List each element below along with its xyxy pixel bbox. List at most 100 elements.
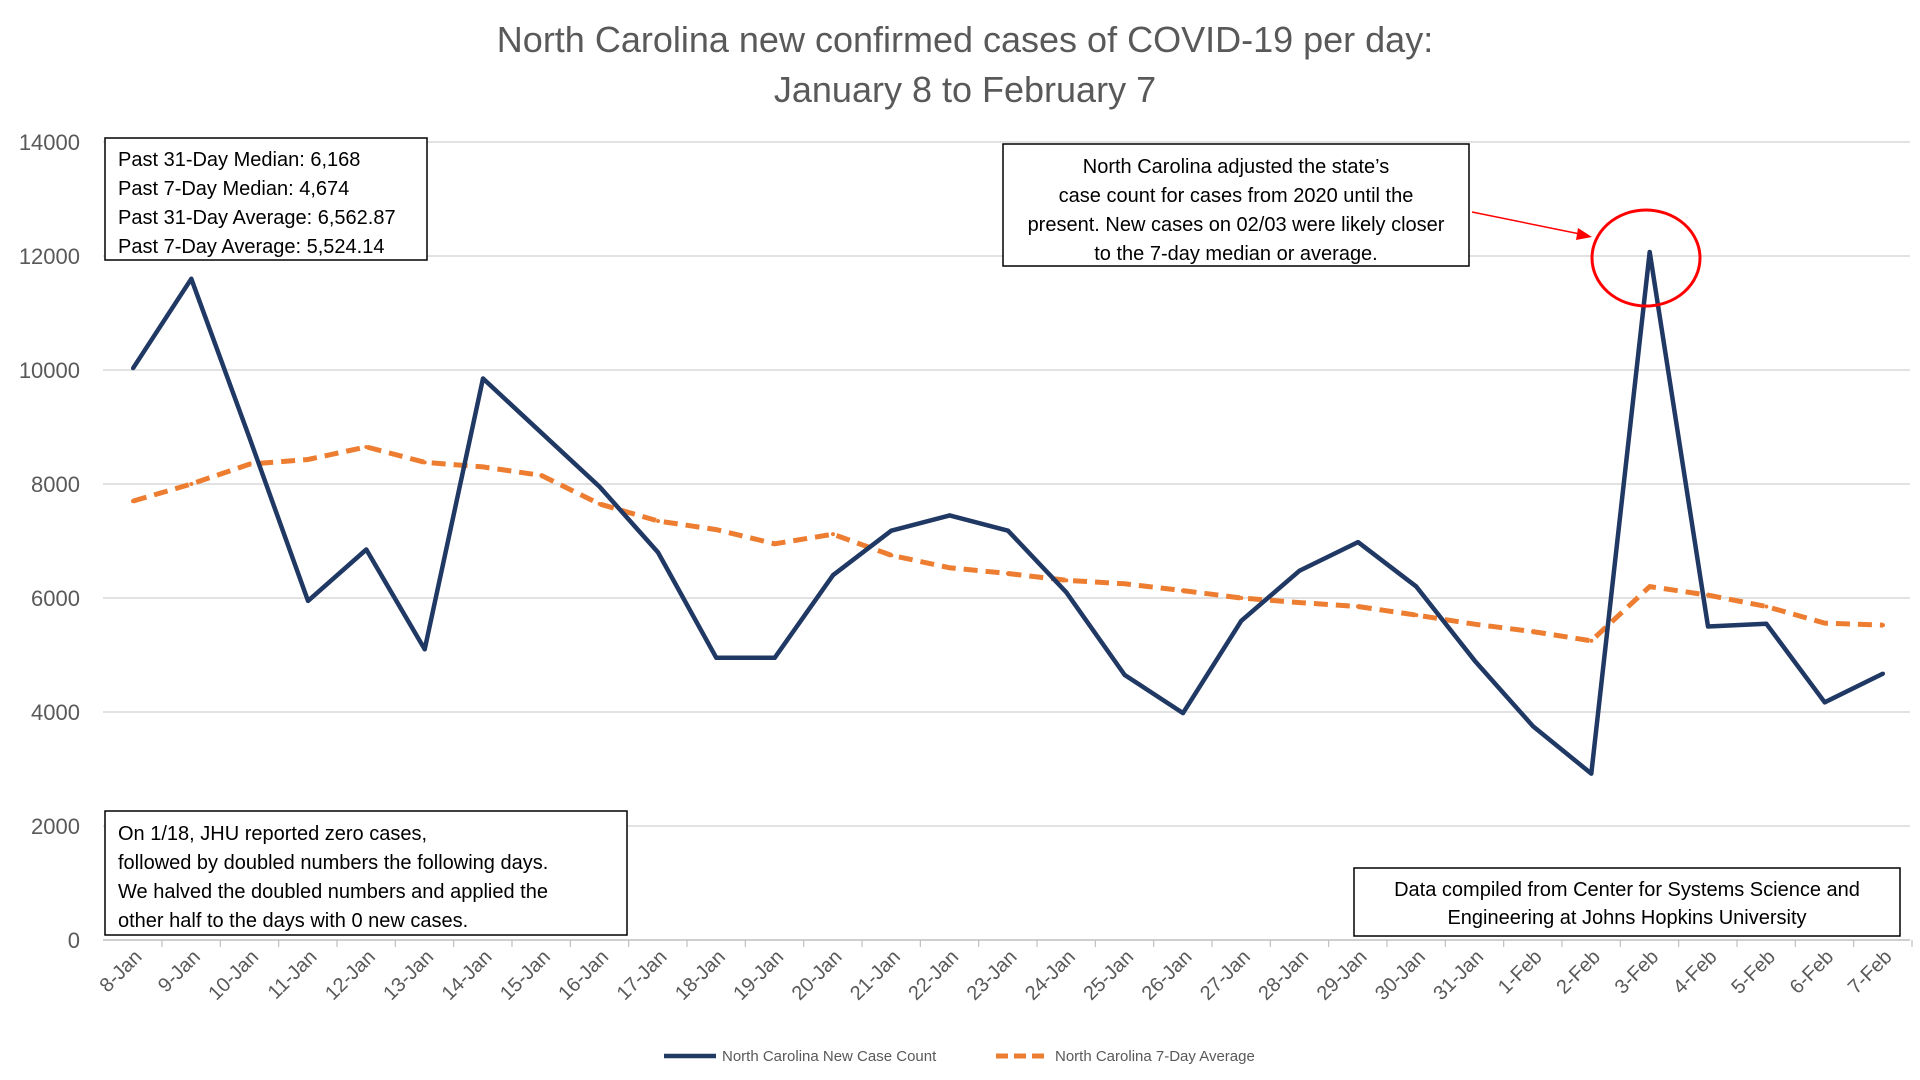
point-new-case-count <box>1122 672 1127 677</box>
jhu-note-box: On 1/18, JHU reported zero cases, follow… <box>104 810 628 936</box>
adjustment-line-2: case count for cases from 2020 until the <box>1059 185 1414 207</box>
x-tick-label: 24-Jan <box>1021 946 1080 1005</box>
x-tick-label: 4-Feb <box>1669 946 1722 999</box>
source-line-2: Engineering at Johns Hopkins University <box>1447 907 1806 929</box>
x-tick-label: 25-Jan <box>1079 946 1138 1005</box>
point-new-case-count <box>889 528 894 533</box>
jhu-note-line-2: followed by doubled numbers the followin… <box>118 852 548 874</box>
point-7-day-average <box>539 473 544 478</box>
x-tick-label: 16-Jan <box>554 946 613 1005</box>
series-line-7-day-average <box>132 444 1884 644</box>
x-tick-label: 26-Jan <box>1138 946 1197 1005</box>
x-tick-label: 17-Jan <box>613 946 672 1005</box>
y-tick-label: 4000 <box>31 700 80 725</box>
stats-box: Past 31-Day Median: 6,168 Past 7-Day Med… <box>104 137 428 261</box>
x-tick-label: 27-Jan <box>1196 946 1255 1005</box>
point-new-case-count <box>1822 700 1827 705</box>
point-7-day-average <box>947 565 952 570</box>
x-tick-label: 5-Feb <box>1727 946 1780 999</box>
point-7-day-average <box>481 464 485 469</box>
data-points <box>131 250 1885 776</box>
point-new-case-count <box>1064 590 1069 595</box>
point-7-day-average <box>247 462 252 467</box>
adjustment-line-4: to the 7-day median or average. <box>1094 243 1378 265</box>
point-new-case-count <box>422 647 427 652</box>
point-7-day-average <box>1122 581 1127 586</box>
y-tick-label: 12000 <box>19 244 80 269</box>
point-new-case-count <box>1531 724 1535 729</box>
point-new-case-count <box>306 598 310 603</box>
point-7-day-average <box>714 527 719 532</box>
x-tick-label: 21-Jan <box>846 946 905 1005</box>
point-7-day-average <box>1356 604 1360 609</box>
y-tick-label: 8000 <box>31 472 80 497</box>
legend-label-7-day-average: North Carolina 7-Day Average <box>1055 1048 1255 1065</box>
point-7-day-average <box>1881 623 1885 628</box>
point-new-case-count <box>1297 568 1302 573</box>
point-new-case-count <box>1414 584 1419 589</box>
point-new-case-count <box>131 366 135 371</box>
x-tick-label: 30-Jan <box>1371 946 1430 1005</box>
point-7-day-average <box>1181 588 1185 593</box>
point-7-day-average <box>1297 600 1302 605</box>
x-axis-ticks: 8-Jan 9-Jan 10-Jan 11-Jan 12-Jan 13-Jan 14-Jan… <box>96 940 1913 1005</box>
y-axis-ticks: 0 2000 4000 6000 8000 10000 12000 14000 <box>19 130 80 953</box>
point-7-day-average <box>1822 621 1827 626</box>
point-new-case-count <box>772 655 777 660</box>
point-7-day-average <box>1064 578 1069 583</box>
point-new-case-count <box>656 550 660 555</box>
source-note-box: Data compiled from Center for Systems Sc… <box>1353 867 1901 937</box>
y-tick-label: 10000 <box>19 358 80 383</box>
stats-line-4: Past 7-Day Average: 5,524.14 <box>118 236 384 258</box>
point-7-day-average <box>1647 584 1652 589</box>
point-7-day-average <box>597 501 602 506</box>
adjustment-line-1: North Carolina adjusted the state’s <box>1083 156 1389 178</box>
point-7-day-average <box>131 499 135 504</box>
stats-line-1: Past 31-Day Median: 6,168 <box>118 149 360 171</box>
point-new-case-count <box>947 513 952 518</box>
point-7-day-average <box>1764 604 1769 609</box>
point-new-case-count <box>1589 771 1594 776</box>
y-tick-label: 0 <box>68 928 80 953</box>
x-tick-label: 29-Jan <box>1313 946 1372 1005</box>
x-tick-label: 10-Jan <box>204 946 263 1005</box>
point-new-case-count <box>1881 671 1885 676</box>
point-7-day-average <box>1531 629 1535 634</box>
x-tick-label: 3-Feb <box>1611 946 1664 999</box>
point-7-day-average <box>306 457 310 462</box>
jhu-note-line-1: On 1/18, JHU reported zero cases, <box>118 823 427 845</box>
x-tick-label: 11-Jan <box>264 946 322 1004</box>
point-7-day-average <box>364 444 369 449</box>
x-tick-label: 8-Jan <box>96 946 147 997</box>
y-tick-label: 6000 <box>31 586 80 611</box>
point-new-case-count <box>597 484 602 489</box>
x-tick-label: 12-Jan <box>321 946 380 1005</box>
point-7-day-average <box>1414 613 1419 618</box>
y-tick-label: 2000 <box>31 814 80 839</box>
source-line-1: Data compiled from Center for Systems Sc… <box>1394 879 1860 901</box>
x-tick-label: 6-Feb <box>1786 946 1839 999</box>
point-new-case-count <box>364 547 369 552</box>
point-new-case-count <box>1356 540 1360 545</box>
x-tick-label: 22-Jan <box>904 946 963 1005</box>
point-7-day-average <box>772 541 777 546</box>
point-new-case-count <box>247 436 252 441</box>
legend-label-new-case-count: North Carolina New Case Count <box>722 1048 937 1065</box>
point-new-case-count <box>189 276 194 281</box>
y-tick-label: 14000 <box>19 130 80 155</box>
stats-line-2: Past 7-Day Median: 4,674 <box>118 178 349 200</box>
x-tick-label: 31-Jan <box>1429 946 1488 1005</box>
adjustment-note-box: North Carolina adjusted the state’s case… <box>1002 143 1470 267</box>
point-new-case-count <box>1647 250 1652 255</box>
point-new-case-count <box>1472 658 1477 663</box>
point-7-day-average <box>1706 593 1710 598</box>
x-tick-label: 15-Jan <box>496 946 555 1005</box>
point-new-case-count <box>1706 624 1710 629</box>
series-line-new-case-count <box>131 249 1884 776</box>
x-tick-label: 13-Jan <box>379 946 438 1005</box>
x-tick-label: 14-Jan <box>438 946 497 1005</box>
point-7-day-average <box>422 460 427 465</box>
point-7-day-average <box>189 482 194 486</box>
point-new-case-count <box>1006 528 1010 533</box>
